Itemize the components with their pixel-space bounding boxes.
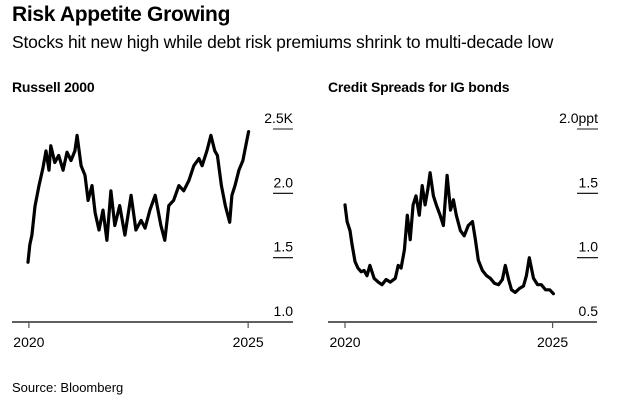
chart-subtitle: Stocks hit new high while debt risk prem… [12, 32, 554, 52]
y-tick-label: 2.0ppt [559, 110, 598, 126]
panel-title-credit-spreads: Credit Spreads for IG bonds [328, 79, 510, 95]
y-tick-label: 1.0 [274, 303, 294, 319]
x-tick-label: 2025 [233, 334, 264, 350]
credit-spreads-panel: 0.5 1.0 1.5 2.0ppt 2020 2025 [328, 110, 598, 350]
series-line [343, 171, 555, 296]
x-tick-label: 2020 [13, 334, 44, 350]
russell-2000-panel: 1.0 1.5 2.0 2.5K 2020 2025 [12, 110, 294, 350]
y-tick-label: 1.5 [579, 174, 599, 190]
source-note: Source: Bloomberg [12, 380, 124, 395]
x-tick-label: 2020 [329, 334, 360, 350]
y-tick-label: 1.5 [274, 239, 294, 255]
panel-title-russell: Russell 2000 [12, 79, 95, 95]
y-tick-label: 2.5K [264, 110, 293, 126]
y-tick-label: 1.0 [579, 239, 599, 255]
x-tick-label: 2025 [537, 334, 568, 350]
series-line [26, 130, 251, 264]
y-tick-label: 0.5 [579, 303, 599, 319]
y-tick-label: 2.0 [274, 174, 294, 190]
chart-title: Risk Appetite Growing [12, 3, 231, 26]
